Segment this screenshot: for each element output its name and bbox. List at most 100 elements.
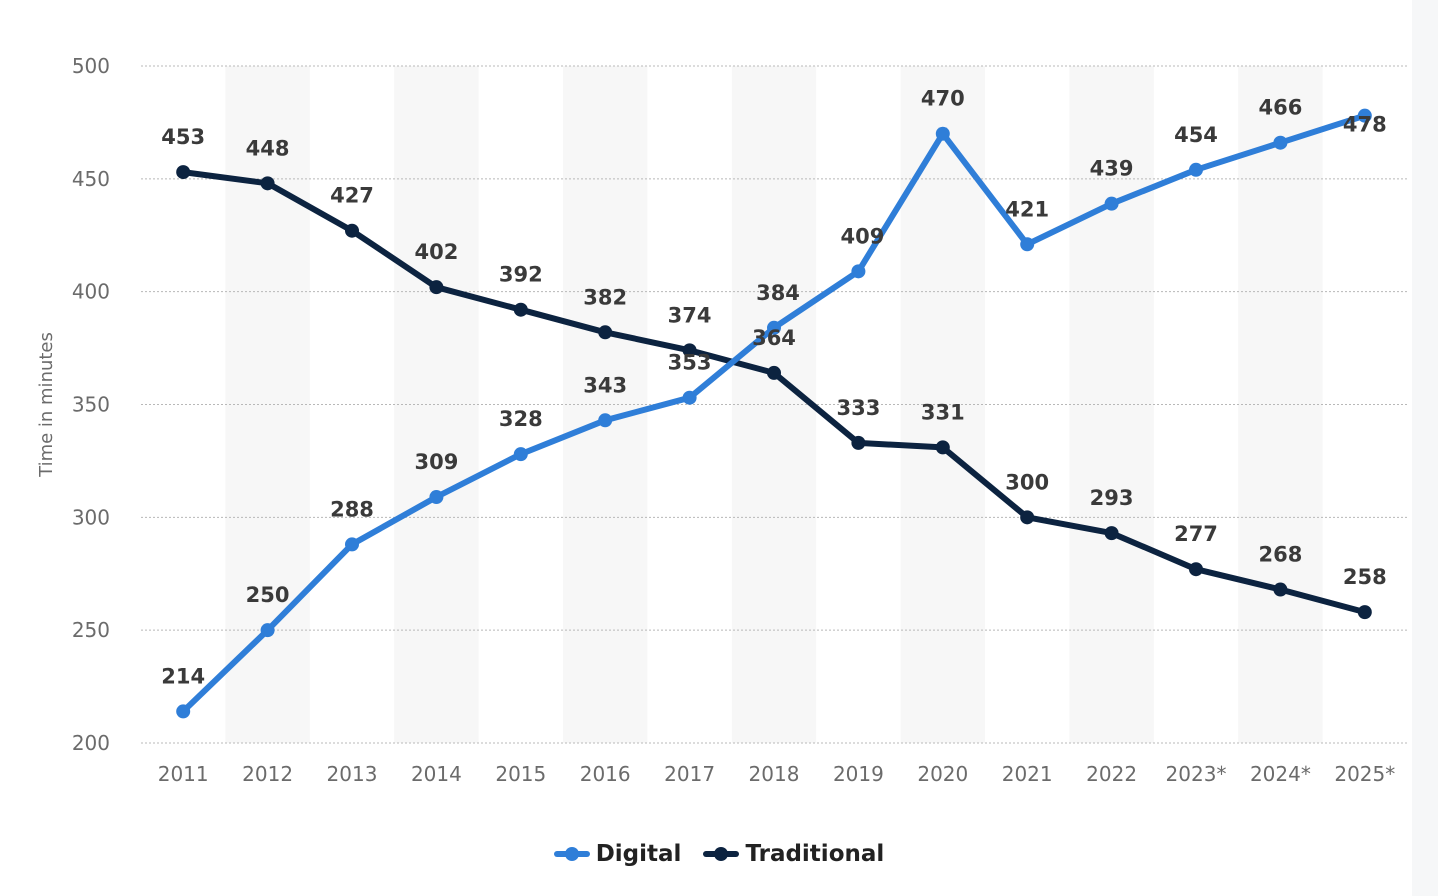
series-points — [176, 108, 1372, 719]
y-tick-label: 450 — [72, 167, 110, 191]
data-point-traditional[interactable] — [513, 302, 528, 317]
data-point-digital[interactable] — [345, 537, 359, 552]
data-label-digital: 409 — [840, 224, 884, 248]
data-label-traditional: 427 — [330, 184, 374, 208]
x-tick-label: 2017 — [664, 762, 715, 786]
data-point-digital[interactable] — [682, 390, 697, 405]
x-tick-label: 2016 — [580, 762, 631, 786]
data-point-digital[interactable] — [513, 447, 528, 462]
legend: Digital Traditional — [0, 836, 1438, 872]
data-label-traditional: 258 — [1343, 565, 1387, 589]
page-edge-strip — [1412, 0, 1438, 896]
data-label-traditional: 382 — [583, 285, 627, 309]
x-tick-label: 2018 — [749, 762, 800, 786]
data-label-digital: 309 — [414, 450, 458, 474]
data-point-traditional[interactable] — [935, 440, 950, 455]
y-tick-label: 250 — [72, 618, 110, 642]
data-point-digital[interactable] — [1104, 196, 1119, 211]
data-point-traditional[interactable] — [1189, 562, 1203, 577]
data-point-traditional[interactable] — [767, 365, 781, 380]
gridlines — [141, 65, 1407, 744]
data-point-traditional[interactable] — [260, 176, 275, 191]
data-label-digital: 466 — [1258, 96, 1302, 120]
data-point-digital[interactable] — [1189, 162, 1203, 177]
data-point-traditional[interactable] — [1104, 526, 1119, 541]
data-label-traditional: 374 — [668, 303, 712, 327]
x-axis-ticks: 2011 2012 2013 2014 2015 2016 2017 2018 2019 2020… — [158, 762, 1396, 786]
data-point-traditional[interactable] — [1273, 582, 1288, 597]
data-point-digital[interactable] — [598, 413, 613, 428]
data-point-traditional[interactable] — [429, 280, 444, 295]
legend-label-digital: Digital — [595, 841, 682, 867]
data-label-digital: 421 — [1005, 197, 1049, 221]
y-tick-label: 300 — [72, 505, 110, 529]
data-label-digital: 353 — [668, 351, 712, 375]
data-point-traditional[interactable] — [345, 223, 359, 238]
legend-traditional-symbol-icon — [703, 844, 740, 864]
data-label-traditional: 333 — [836, 396, 880, 420]
data-label-digital: 328 — [499, 407, 543, 431]
legend-item-digital[interactable]: Digital — [553, 841, 682, 867]
x-tick-label: 2022 — [1086, 762, 1137, 786]
data-point-traditional[interactable] — [1020, 510, 1035, 525]
data-label-traditional: 448 — [246, 136, 290, 160]
data-label-digital: 288 — [330, 497, 374, 521]
data-label-traditional: 293 — [1090, 486, 1134, 510]
data-label-traditional: 277 — [1174, 522, 1218, 546]
data-point-digital[interactable] — [767, 320, 781, 335]
data-label-digital: 384 — [756, 281, 800, 305]
data-label-digital: 478 — [1343, 113, 1387, 137]
legend-digital-symbol-icon — [553, 844, 590, 864]
data-point-digital[interactable] — [260, 623, 275, 638]
data-point-traditional[interactable] — [851, 435, 866, 450]
data-label-traditional: 300 — [1005, 470, 1049, 494]
x-tick-label: 2021 — [1002, 762, 1053, 786]
y-tick-label: 200 — [72, 731, 110, 755]
y-tick-label: 500 — [72, 54, 110, 78]
data-point-traditional[interactable] — [682, 343, 697, 358]
legend-item-traditional[interactable]: Traditional — [703, 841, 884, 867]
data-labels: 453 448 427 402 392 382 374 364 333 331 300 293 277 2… — [161, 87, 1386, 689]
data-label-traditional: 392 — [499, 263, 543, 287]
data-label-digital: 343 — [583, 373, 627, 397]
data-point-traditional[interactable] — [176, 165, 191, 180]
data-point-digital[interactable] — [429, 490, 444, 505]
x-tick-label: 2011 — [158, 762, 209, 786]
x-tick-label: 2013 — [327, 762, 378, 786]
x-tick-label: 2014 — [411, 762, 462, 786]
data-label-digital: 214 — [161, 664, 205, 688]
column-band — [1069, 66, 1154, 743]
chart-canvas: 200 250 300 350 400 450 500 2011 2012 2013 2014 20… — [36, 54, 1407, 786]
data-point-digital[interactable] — [1273, 135, 1288, 150]
x-tick-label: 2019 — [833, 762, 884, 786]
data-point-digital[interactable] — [176, 704, 191, 719]
data-label-digital: 470 — [921, 87, 965, 111]
data-label-traditional: 268 — [1258, 543, 1302, 567]
data-point-digital[interactable] — [935, 126, 950, 141]
data-label-digital: 439 — [1090, 157, 1134, 181]
y-axis-ticks: 200 250 300 350 400 450 500 — [72, 54, 110, 755]
data-point-digital[interactable] — [1357, 108, 1372, 123]
data-point-digital[interactable] — [1020, 237, 1035, 252]
data-point-traditional[interactable] — [598, 325, 613, 340]
y-axis-title: Time in minutes — [36, 332, 57, 478]
data-point-traditional[interactable] — [1357, 605, 1372, 620]
data-label-traditional: 331 — [921, 400, 965, 424]
x-tick-label: 2024* — [1250, 762, 1311, 786]
column-band — [1238, 66, 1323, 743]
data-point-digital[interactable] — [851, 264, 866, 279]
data-label-traditional: 453 — [161, 125, 205, 149]
data-label-traditional: 364 — [752, 326, 796, 350]
y-tick-label: 400 — [72, 280, 110, 304]
x-tick-label: 2020 — [917, 762, 968, 786]
x-tick-label: 2023* — [1166, 762, 1227, 786]
column-band — [394, 66, 479, 743]
legend-label-traditional: Traditional — [745, 841, 885, 867]
data-label-traditional: 402 — [414, 240, 458, 264]
x-tick-label: 2025* — [1334, 762, 1395, 786]
data-label-digital: 454 — [1174, 123, 1218, 147]
y-tick-label: 350 — [72, 393, 110, 417]
data-label-digital: 250 — [246, 583, 290, 607]
x-tick-label: 2012 — [242, 762, 293, 786]
